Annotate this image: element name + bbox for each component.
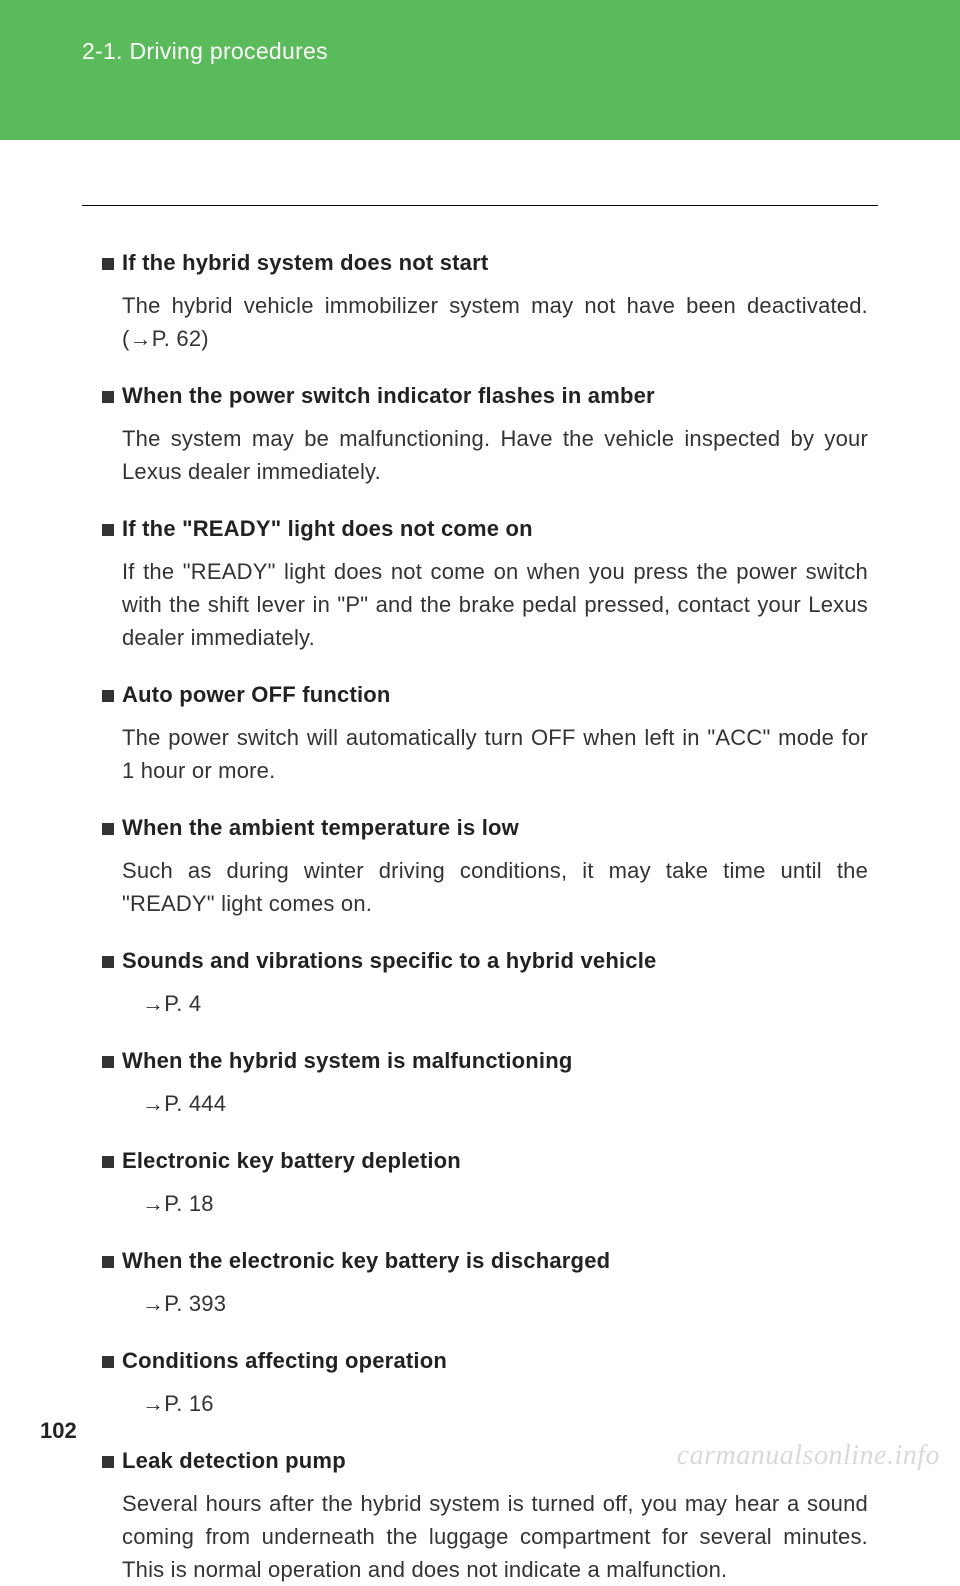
section-body: Such as during winter driving conditions… [122,854,868,920]
section-heading: When the power switch indicator flashes … [102,379,868,412]
page-reference: →P. 16 [142,1387,868,1420]
section-key-battery-discharged: When the electronic key battery is disch… [102,1244,868,1320]
heading-text: When the ambient temperature is low [122,811,519,844]
page-reference: →P. 393 [142,1287,868,1320]
heading-text: Conditions affecting operation [122,1344,447,1377]
section-heading: When the electronic key battery is disch… [102,1244,868,1277]
square-bullet-icon [102,1456,114,1468]
heading-text: Sounds and vibrations specific to a hybr… [122,944,656,977]
section-heading: When the hybrid system is malfunctioning [102,1044,868,1077]
heading-text: When the power switch indicator flashes … [122,379,655,412]
section-body: The hybrid vehicle immobilizer system ma… [122,289,868,355]
section-body: The power switch will automatically turn… [122,721,868,787]
section-key-battery-depletion: Electronic key battery depletion →P. 18 [102,1144,868,1220]
square-bullet-icon [102,391,114,403]
section-heading: Sounds and vibrations specific to a hybr… [102,944,868,977]
square-bullet-icon [102,956,114,968]
page-reference: →P. 4 [142,987,868,1020]
section-heading: When the ambient temperature is low [102,811,868,844]
square-bullet-icon [102,1256,114,1268]
heading-text: Leak detection pump [122,1444,346,1477]
heading-text: Auto power OFF function [122,678,391,711]
heading-text: When the hybrid system is malfunctioning [122,1044,573,1077]
page-content: If the hybrid system does not start The … [0,206,960,1586]
section-body: The system may be malfunctioning. Have t… [122,422,868,488]
section-ambient-temp-low: When the ambient temperature is low Such… [102,811,868,920]
heading-text: When the electronic key battery is disch… [122,1244,610,1277]
section-power-switch-amber: When the power switch indicator flashes … [102,379,868,488]
square-bullet-icon [102,1156,114,1168]
square-bullet-icon [102,1356,114,1368]
square-bullet-icon [102,258,114,270]
heading-text: Electronic key battery depletion [122,1144,461,1177]
square-bullet-icon [102,690,114,702]
section-body: If the "READY" light does not come on wh… [122,555,868,654]
section-conditions-affecting: Conditions affecting operation →P. 16 [102,1344,868,1420]
section-heading: If the "READY" light does not come on [102,512,868,545]
watermark-text: carmanualsonline.info [677,1440,940,1472]
section-heading: Conditions affecting operation [102,1344,868,1377]
section-body: Several hours after the hybrid system is… [122,1487,868,1586]
section-heading: Auto power OFF function [102,678,868,711]
section-sounds-vibrations: Sounds and vibrations specific to a hybr… [102,944,868,1020]
section-title: 2-1. Driving procedures [82,38,960,65]
section-ready-light: If the "READY" light does not come on If… [102,512,868,654]
section-hybrid-not-start: If the hybrid system does not start The … [102,246,868,355]
section-heading: If the hybrid system does not start [102,246,868,279]
section-auto-power-off: Auto power OFF function The power switch… [102,678,868,787]
section-heading: Electronic key battery depletion [102,1144,868,1177]
section-hybrid-malfunctioning: When the hybrid system is malfunctioning… [102,1044,868,1120]
square-bullet-icon [102,1056,114,1068]
page-reference: →P. 444 [142,1087,868,1120]
page-header: 2-1. Driving procedures [0,0,960,140]
page-reference: →P. 18 [142,1187,868,1220]
square-bullet-icon [102,823,114,835]
heading-text: If the hybrid system does not start [122,246,488,279]
page-number: 102 [40,1418,77,1444]
heading-text: If the "READY" light does not come on [122,512,533,545]
square-bullet-icon [102,524,114,536]
